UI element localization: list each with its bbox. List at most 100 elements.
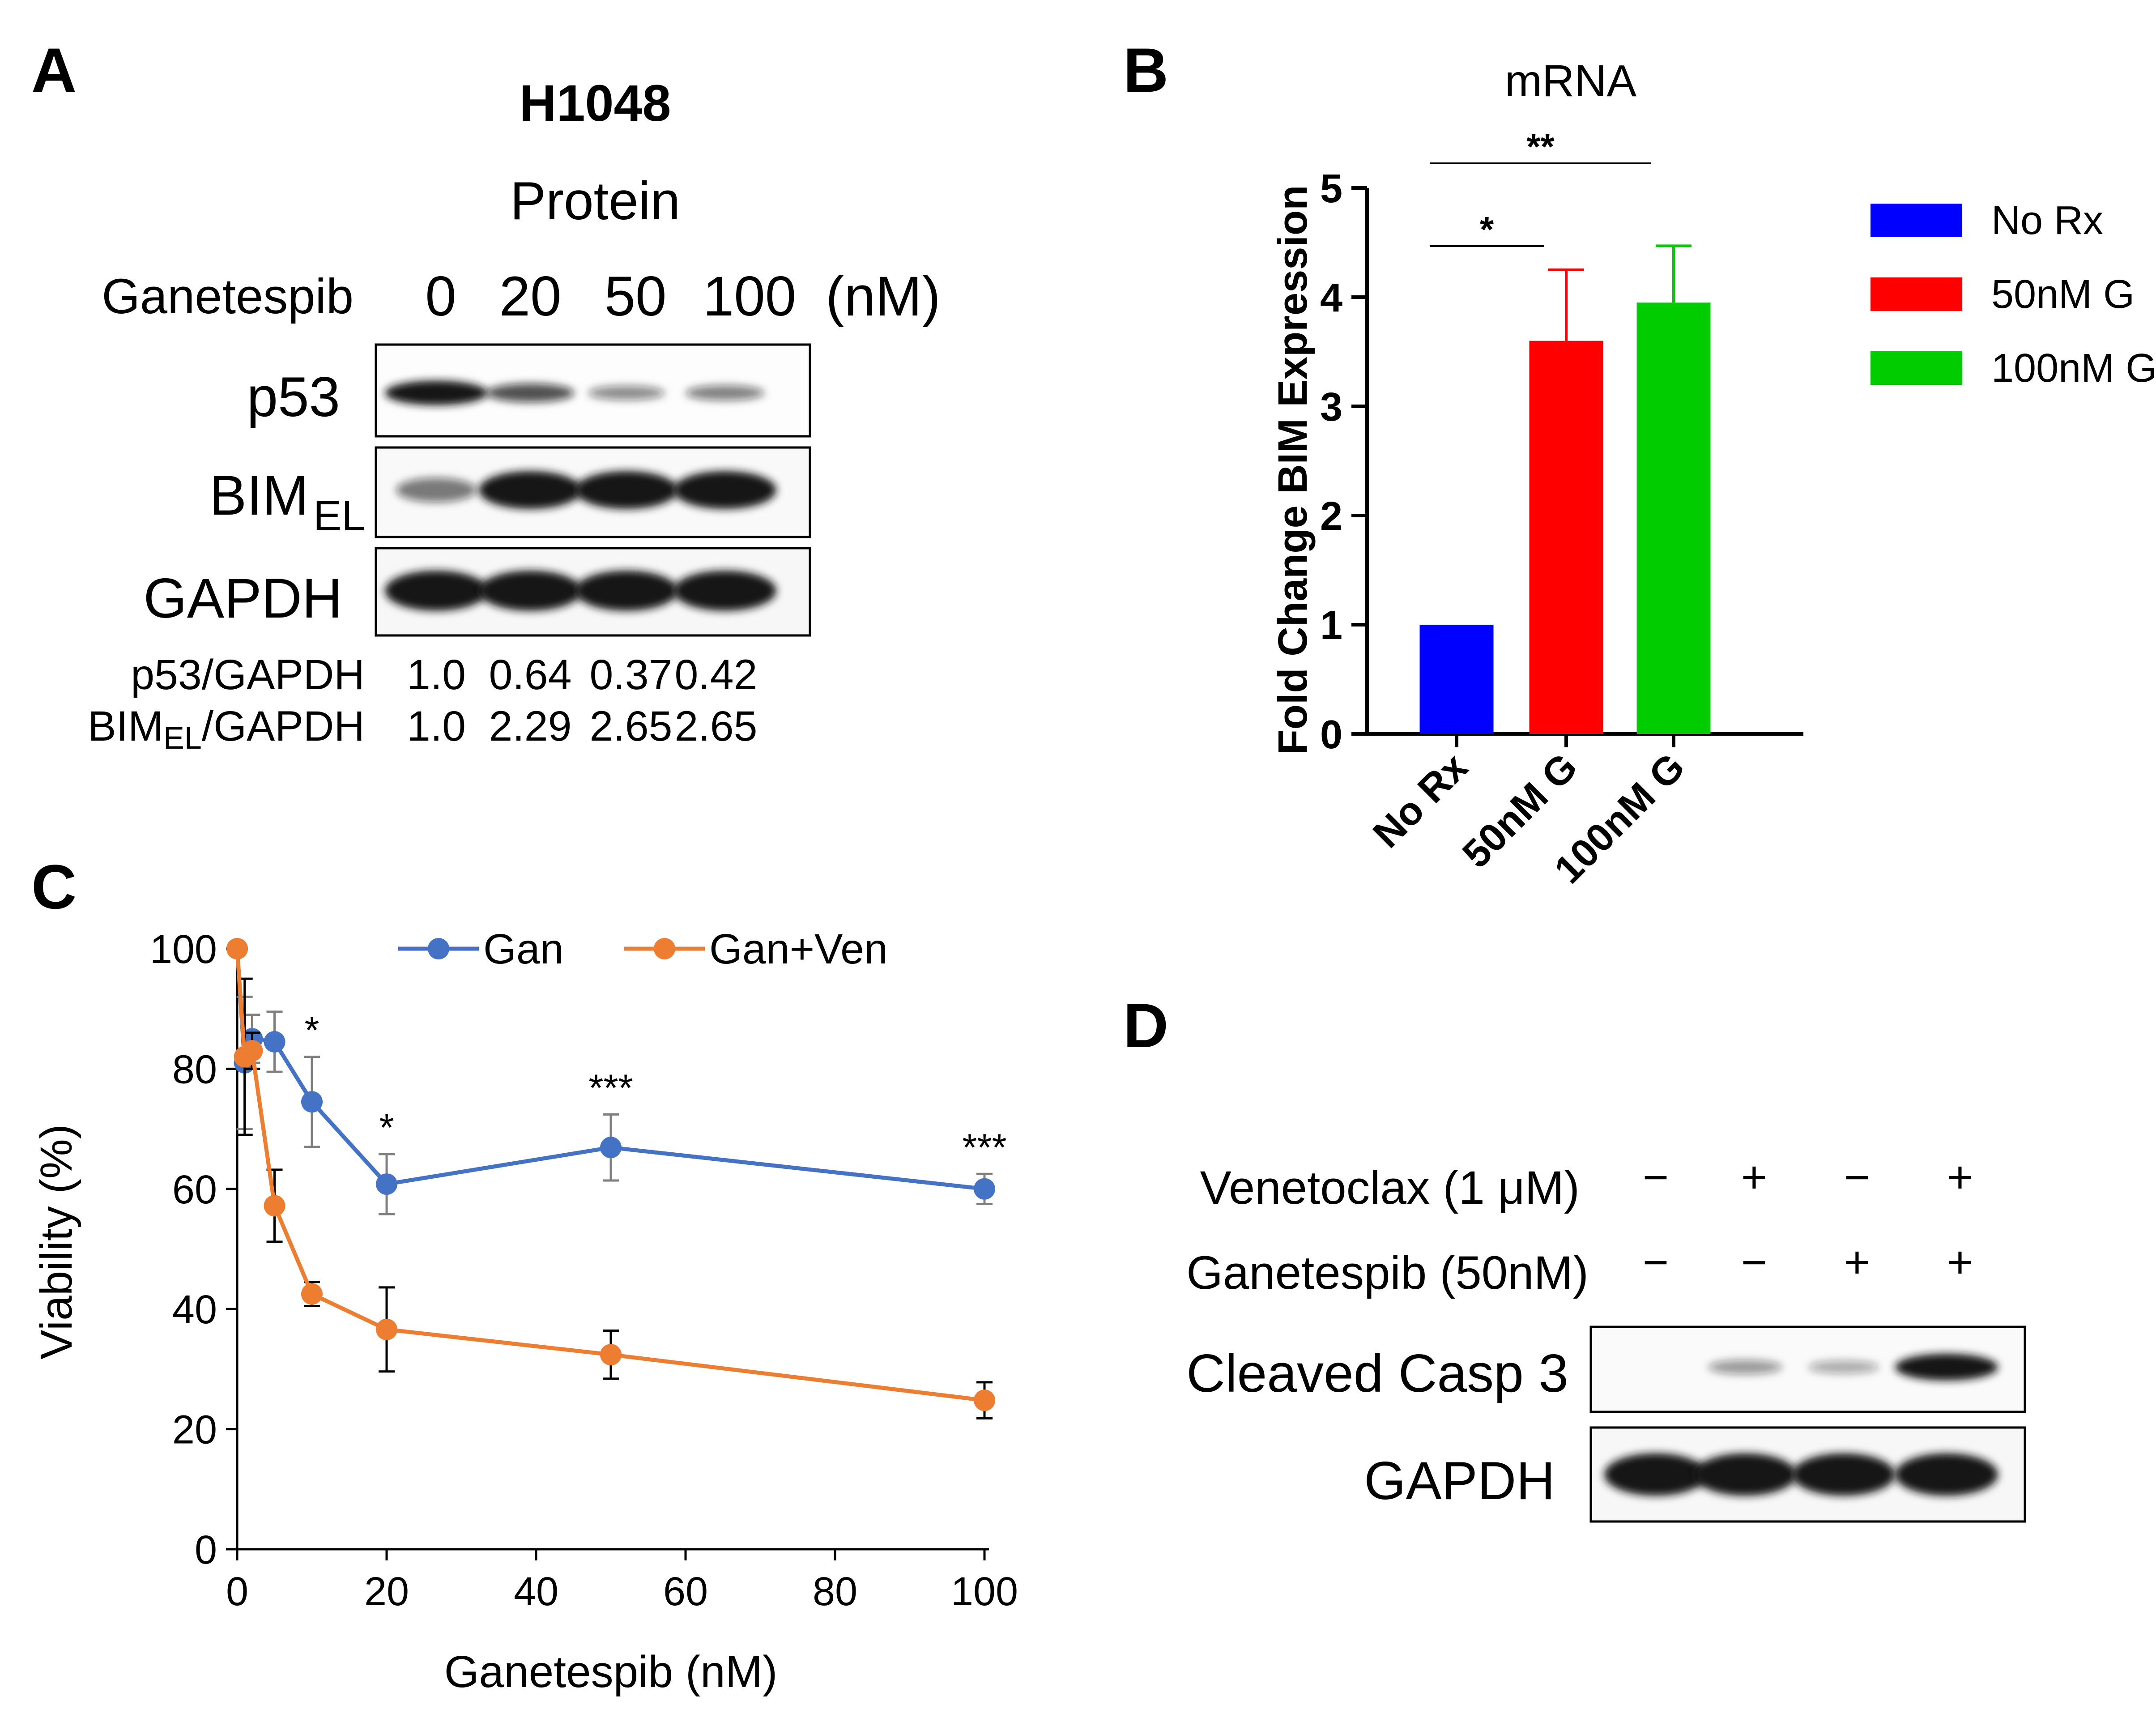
chart-c-legend-label: Gan+Ven <box>709 925 888 973</box>
panel-a: A H1048 Protein Ganetespib 0 20 50 100 (… <box>31 35 941 755</box>
chart-b-legend-label: 50nM G <box>1991 272 2135 317</box>
chart-b-y-tick-label: 5 <box>1320 166 1342 211</box>
chart-c-data-point <box>974 1178 995 1200</box>
chart-c-data-point <box>600 1344 622 1366</box>
panel-c-letter: C <box>31 852 77 922</box>
chart-c-data-point <box>301 1091 323 1113</box>
chart-b-bar <box>1636 303 1711 734</box>
condition-sign: + <box>1947 1237 1973 1287</box>
blot-label-gapdh: GAPDH <box>143 567 342 630</box>
chart-c-data-point <box>974 1389 995 1411</box>
chart-c-y-tick-label: 20 <box>172 1408 217 1453</box>
chart-c-data-point <box>264 1195 285 1217</box>
panel-d-letter: D <box>1123 990 1168 1061</box>
panel-a-letter: A <box>31 35 77 105</box>
blot-label-p53: p53 <box>247 366 340 428</box>
quant-label-bim: BIMEL/GAPDH <box>88 703 365 755</box>
protein-subtitle: Protein <box>510 171 680 231</box>
dose-label: 50 <box>604 265 666 328</box>
chart-b-legend-swatch <box>1871 351 1962 385</box>
chart-c-significance-label: *** <box>962 1126 1006 1169</box>
blot-band <box>1604 1453 1707 1496</box>
chart-c-data-point <box>600 1137 622 1159</box>
blot-label-cleaved-casp3: Cleaved Casp 3 <box>1186 1343 1568 1403</box>
chart-c-y-tick-label: 80 <box>172 1047 217 1092</box>
chart-b-bar <box>1529 341 1603 734</box>
chart-b-y-tick-label: 2 <box>1320 494 1342 539</box>
chart-c-significance-label: * <box>304 1010 319 1052</box>
cell-line-title: H1048 <box>520 75 671 132</box>
blot-band <box>1708 1360 1782 1375</box>
chart-c-data-point <box>376 1318 397 1340</box>
chart-c-y-tick-label: 40 <box>172 1287 217 1332</box>
blot-band <box>486 383 575 403</box>
blot-band <box>575 571 678 611</box>
blot-band <box>479 471 582 509</box>
chart-c-y-tick-label: 60 <box>172 1168 217 1212</box>
chart-c-x-tick-label: 20 <box>364 1569 409 1614</box>
condition-sign: + <box>1741 1152 1767 1202</box>
chart-c-data-point <box>301 1283 323 1305</box>
blot-band <box>1694 1453 1797 1496</box>
chart-c-x-axis-label: Ganetespib (nM) <box>444 1647 778 1697</box>
blot-band <box>685 385 765 401</box>
dose-label: 100 <box>703 265 797 328</box>
chart-b-y-tick-label: 0 <box>1320 712 1342 757</box>
chart-c-y-tick-label: 0 <box>195 1528 217 1573</box>
chart-b-y-axis-label: Fold Change BIM Expression <box>1270 185 1316 755</box>
chart-c-data-point <box>264 1031 285 1053</box>
dose-label: 0 <box>425 265 456 328</box>
quant-value: 1.0 <box>407 651 466 699</box>
condition-sign: − <box>1741 1237 1767 1287</box>
quant-value: 0.37 <box>590 651 673 699</box>
blot-band <box>673 471 776 509</box>
condition-sign: − <box>1643 1237 1669 1287</box>
chart-c-series-gan-ven <box>226 938 995 1419</box>
chart-b-significance-label: ** <box>1526 127 1555 166</box>
chart-b-legend-swatch <box>1871 204 1962 237</box>
blot-label-gapdh-d: GAPDH <box>1364 1451 1555 1511</box>
chart-b-y-tick-label: 4 <box>1320 276 1342 320</box>
chart-c-legend-marker <box>428 938 449 959</box>
chart-c-x-tick-label: 100 <box>951 1569 1018 1614</box>
chart-c-legend-label: Gan <box>483 925 564 973</box>
quant-value: 2.65 <box>590 703 673 750</box>
blot-band <box>1792 1453 1895 1496</box>
quant-value: 0.42 <box>675 651 758 699</box>
blot-band <box>575 471 678 509</box>
chart-b-y-tick-label: 3 <box>1320 385 1342 430</box>
quant-value: 1.0 <box>407 703 466 750</box>
chart-b-legend-swatch <box>1871 277 1962 311</box>
condition-sign: + <box>1844 1237 1870 1287</box>
chart-c-significance-label: *** <box>588 1067 633 1109</box>
chart-b-legend-label: No Rx <box>1991 198 2103 243</box>
chart-c-significance-label: * <box>379 1107 394 1149</box>
quant-label-bim-tail: /GAPDH <box>202 703 365 750</box>
blot-band <box>396 477 477 503</box>
chart-c-x-tick-label: 80 <box>813 1569 857 1614</box>
dose-label: 20 <box>499 265 561 328</box>
chart-c-data-point <box>226 938 248 959</box>
chart-b-y-tick-label: 1 <box>1320 603 1342 648</box>
panel-b-letter: B <box>1123 35 1168 105</box>
chart-b-title: mRNA <box>1505 56 1637 106</box>
chart-c-x-tick-label: 0 <box>226 1569 248 1614</box>
panel-b: B mRNA Fold Change BIM Expression 0 1 2 3 4 5… <box>1123 35 2156 892</box>
quant-label-bim-sub: EL <box>163 720 202 755</box>
chart-c-data-point <box>376 1173 397 1195</box>
blot-label-bim-subscript: EL <box>313 492 365 540</box>
condition-sign: − <box>1844 1152 1870 1202</box>
condition-label-venetoclax: Venetoclax (1 μM) <box>1200 1162 1580 1214</box>
chart-c-y-axis-label: Viability (%) <box>31 1124 81 1360</box>
dose-unit: (nM) <box>826 265 941 328</box>
quant-value: 2.29 <box>489 703 572 750</box>
blot-band <box>1808 1360 1879 1374</box>
chart-b-bar <box>1419 625 1494 734</box>
chart-c-legend-marker <box>654 938 675 959</box>
treatment-label: Ganetespib <box>102 269 354 324</box>
chart-c-data-point <box>241 1040 263 1062</box>
chart-c-y-tick-label: 100 <box>150 927 217 972</box>
quant-label-p53: p53/GAPDH <box>131 651 365 699</box>
blot-label-bim: BIM <box>209 465 309 527</box>
